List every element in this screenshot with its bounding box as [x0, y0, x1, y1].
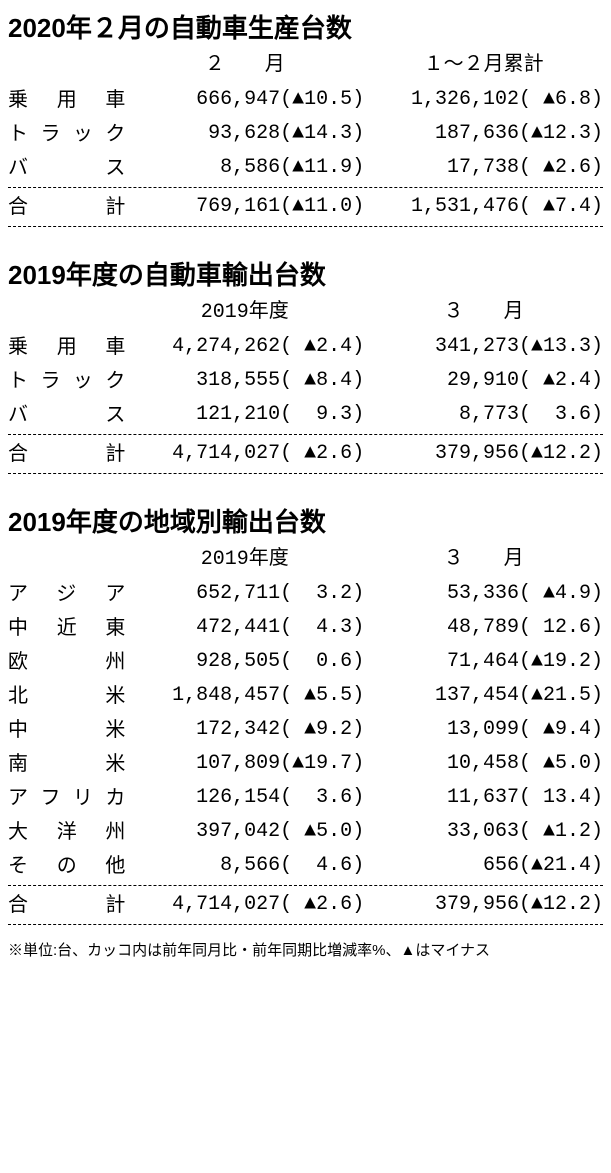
row-value-1: 126,154( 3.6) — [125, 781, 364, 815]
header-spacer — [8, 296, 125, 330]
row-value-2: 11,637( 13.4) — [364, 781, 603, 815]
total-value-1: 769,161(▲11.0) — [125, 190, 364, 224]
total-row: 合計 4,714,027( ▲2.6) 379,956(▲12.2) — [8, 437, 603, 471]
data-row: 乗用車 4,274,262( ▲2.4) 341,273(▲13.3) — [8, 330, 603, 364]
divider — [8, 187, 603, 188]
data-row: 中近東 472,441( 4.3) 48,789( 12.6) — [8, 611, 603, 645]
header-col-2: １〜２月累計 — [364, 49, 603, 83]
row-label: 北米 — [8, 679, 125, 713]
data-row: アフリカ 126,154( 3.6) 11,637( 13.4) — [8, 781, 603, 815]
total-row: 合計 769,161(▲11.0) 1,531,476( ▲7.4) — [8, 190, 603, 224]
data-row: バス 121,210( 9.3) 8,773( 3.6) — [8, 398, 603, 432]
divider — [8, 434, 603, 435]
total-value-1: 4,714,027( ▲2.6) — [125, 888, 364, 922]
row-label: アジア — [8, 577, 125, 611]
row-value-2: 10,458( ▲5.0) — [364, 747, 603, 781]
row-value-2: 187,636(▲12.3) — [364, 117, 603, 151]
row-value-1: 93,628(▲14.3) — [125, 117, 364, 151]
row-value-1: 666,947(▲10.5) — [125, 83, 364, 117]
row-label: 乗用車 — [8, 330, 125, 364]
data-row: その他 8,566( 4.6) 656(▲21.4) — [8, 849, 603, 883]
section-0: 2020年２月の自動車生産台数 ２ 月１〜２月累計乗用車 666,947(▲10… — [8, 8, 603, 227]
row-value-2: 8,773( 3.6) — [364, 398, 603, 432]
data-row: 乗用車 666,947(▲10.5) 1,326,102( ▲6.8) — [8, 83, 603, 117]
row-value-1: 397,042( ▲5.0) — [125, 815, 364, 849]
footnote: ※単位:台、カッコ内は前年同月比・前年同期比増減率%、▲はマイナス — [8, 939, 603, 960]
header-row: 2019年度３ 月 — [8, 296, 603, 330]
total-value-2: 1,531,476( ▲7.4) — [364, 190, 603, 224]
row-value-1: 4,274,262( ▲2.4) — [125, 330, 364, 364]
row-label: 中近東 — [8, 611, 125, 645]
row-label: 欧州 — [8, 645, 125, 679]
row-value-2: 33,063( ▲1.2) — [364, 815, 603, 849]
data-row: 大洋州 397,042( ▲5.0) 33,063( ▲1.2) — [8, 815, 603, 849]
section-1: 2019年度の自動車輸出台数 2019年度３ 月乗用車 4,274,262( ▲… — [8, 255, 603, 474]
row-value-2: 71,464(▲19.2) — [364, 645, 603, 679]
data-row: トラック 93,628(▲14.3) 187,636(▲12.3) — [8, 117, 603, 151]
row-value-2: 1,326,102( ▲6.8) — [364, 83, 603, 117]
data-row: トラック 318,555( ▲8.4) 29,910( ▲2.4) — [8, 364, 603, 398]
row-value-2: 48,789( 12.6) — [364, 611, 603, 645]
data-row: 北米 1,848,457( ▲5.5) 137,454(▲21.5) — [8, 679, 603, 713]
row-label: トラック — [8, 117, 125, 151]
total-value-1: 4,714,027( ▲2.6) — [125, 437, 364, 471]
data-row: バス 8,586(▲11.9) 17,738( ▲2.6) — [8, 151, 603, 185]
row-label: アフリカ — [8, 781, 125, 815]
row-value-2: 137,454(▲21.5) — [364, 679, 603, 713]
total-label: 合計 — [8, 190, 125, 224]
header-row: 2019年度３ 月 — [8, 543, 603, 577]
row-value-1: 8,566( 4.6) — [125, 849, 364, 883]
data-row: アジア 652,711( 3.2) 53,336( ▲4.9) — [8, 577, 603, 611]
row-value-2: 341,273(▲13.3) — [364, 330, 603, 364]
total-row: 合計 4,714,027( ▲2.6) 379,956(▲12.2) — [8, 888, 603, 922]
divider — [8, 226, 603, 227]
total-label: 合計 — [8, 437, 125, 471]
data-row: 欧州 928,505( 0.6) 71,464(▲19.2) — [8, 645, 603, 679]
header-col-1: ２ 月 — [125, 49, 364, 83]
divider — [8, 473, 603, 474]
data-row: 南米 107,809(▲19.7) 10,458( ▲5.0) — [8, 747, 603, 781]
row-value-1: 172,342( ▲9.2) — [125, 713, 364, 747]
section-title: 2019年度の自動車輸出台数 — [8, 255, 603, 292]
row-label: バス — [8, 398, 125, 432]
row-value-2: 13,099( ▲9.4) — [364, 713, 603, 747]
section-title: 2019年度の地域別輸出台数 — [8, 502, 603, 539]
row-value-1: 928,505( 0.6) — [125, 645, 364, 679]
total-value-2: 379,956(▲12.2) — [364, 888, 603, 922]
row-value-2: 53,336( ▲4.9) — [364, 577, 603, 611]
header-col-1: 2019年度 — [125, 543, 364, 577]
header-row: ２ 月１〜２月累計 — [8, 49, 603, 83]
row-label: その他 — [8, 849, 125, 883]
row-value-2: 29,910( ▲2.4) — [364, 364, 603, 398]
header-spacer — [8, 49, 125, 83]
row-label: トラック — [8, 364, 125, 398]
header-col-2: ３ 月 — [364, 296, 603, 330]
total-value-2: 379,956(▲12.2) — [364, 437, 603, 471]
row-value-2: 656(▲21.4) — [364, 849, 603, 883]
row-value-1: 107,809(▲19.7) — [125, 747, 364, 781]
data-row: 中米 172,342( ▲9.2) 13,099( ▲9.4) — [8, 713, 603, 747]
header-col-1: 2019年度 — [125, 296, 364, 330]
row-label: 乗用車 — [8, 83, 125, 117]
header-col-2: ３ 月 — [364, 543, 603, 577]
row-value-1: 8,586(▲11.9) — [125, 151, 364, 185]
row-value-1: 318,555( ▲8.4) — [125, 364, 364, 398]
row-label: バス — [8, 151, 125, 185]
row-value-1: 652,711( 3.2) — [125, 577, 364, 611]
row-value-1: 121,210( 9.3) — [125, 398, 364, 432]
section-title: 2020年２月の自動車生産台数 — [8, 8, 603, 45]
divider — [8, 924, 603, 925]
divider — [8, 885, 603, 886]
row-value-1: 472,441( 4.3) — [125, 611, 364, 645]
row-label: 中米 — [8, 713, 125, 747]
row-label: 大洋州 — [8, 815, 125, 849]
section-2: 2019年度の地域別輸出台数 2019年度３ 月アジア 652,711( 3.2… — [8, 502, 603, 925]
header-spacer — [8, 543, 125, 577]
total-label: 合計 — [8, 888, 125, 922]
row-value-2: 17,738( ▲2.6) — [364, 151, 603, 185]
row-label: 南米 — [8, 747, 125, 781]
row-value-1: 1,848,457( ▲5.5) — [125, 679, 364, 713]
